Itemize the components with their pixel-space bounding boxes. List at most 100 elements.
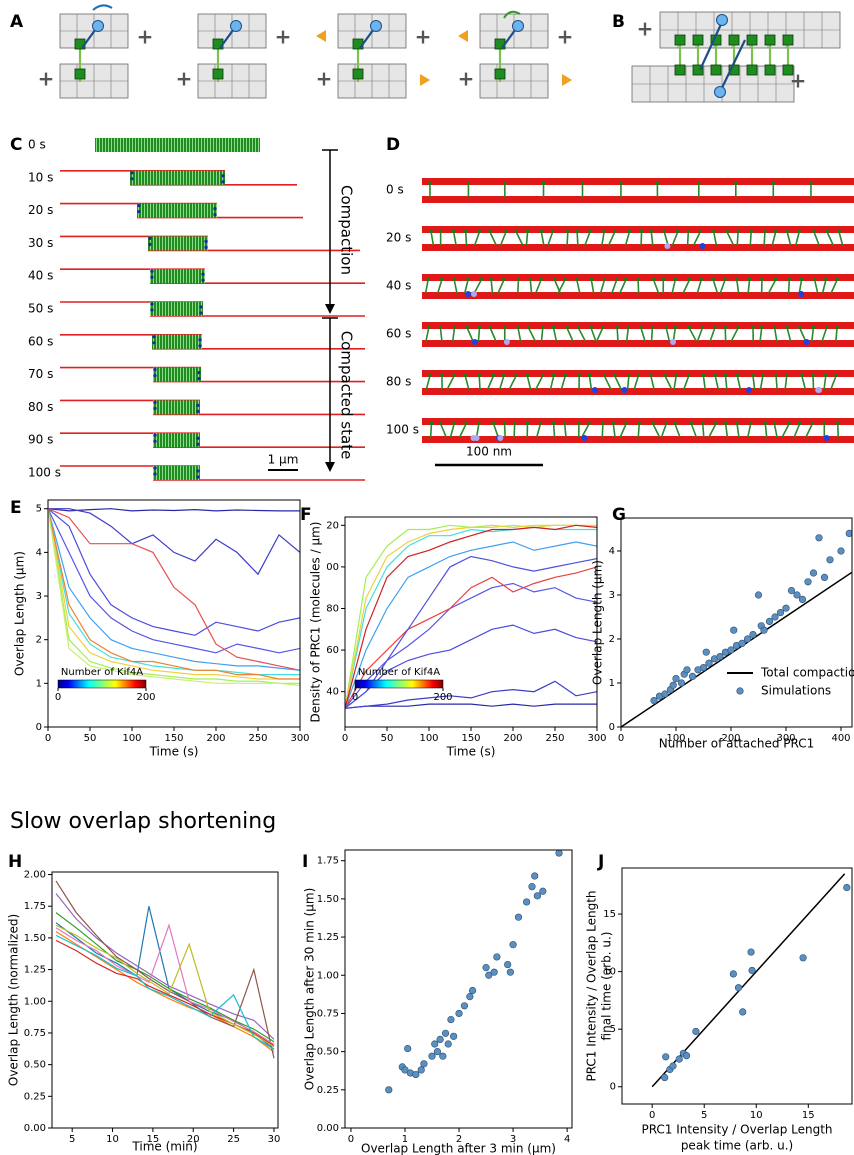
prc1 — [535, 375, 544, 390]
motor — [196, 436, 200, 440]
prc1-head — [697, 182, 701, 185]
kif4a — [699, 243, 706, 249]
kif4a — [670, 339, 677, 345]
microtubule — [422, 388, 854, 395]
motor — [153, 433, 157, 437]
prc1-head — [725, 230, 729, 233]
prc1-head — [751, 374, 755, 377]
data-point — [455, 1009, 463, 1018]
y-tick-label: 4 — [36, 547, 42, 558]
prc1 — [489, 327, 497, 342]
y-tick-label: 0.75 — [24, 1028, 46, 1039]
data-point — [522, 898, 531, 906]
panel-label: E — [10, 498, 22, 518]
prc1 — [474, 231, 481, 246]
motor — [204, 239, 208, 243]
data-point — [431, 1040, 439, 1048]
kif4a — [798, 291, 805, 297]
x-tick-label: 0 — [342, 733, 348, 744]
data-point — [804, 578, 812, 586]
prc1 — [437, 279, 443, 294]
prc1 — [712, 231, 718, 246]
prc1-head — [489, 278, 493, 281]
prc1-head — [800, 374, 804, 377]
x-axis-label: Number of attached PRC1 — [659, 737, 815, 751]
prc1-head — [713, 374, 717, 377]
prc1 — [487, 375, 495, 390]
prc1-head — [466, 278, 470, 281]
y-tick-label: 0.00 — [317, 1123, 339, 1134]
prc1-head — [761, 374, 765, 377]
kif4a — [664, 243, 671, 249]
prc1-head — [477, 374, 481, 377]
prc1-head — [576, 326, 580, 329]
prc1-head — [746, 34, 758, 46]
y-tick-label: 1.50 — [24, 933, 46, 944]
prc1 — [477, 327, 481, 342]
prc1 — [736, 423, 740, 438]
y-tick-label: 0.00 — [24, 1123, 46, 1134]
data-point — [385, 1086, 393, 1094]
prc1-head — [676, 230, 680, 233]
x-tick-label: 250 — [248, 733, 267, 744]
x-tick-label: 150 — [164, 733, 183, 744]
prc1-head — [488, 326, 492, 329]
prc1-head — [760, 278, 764, 281]
prc1-head — [700, 326, 704, 329]
prc1 — [499, 231, 507, 246]
prc1-head — [613, 374, 617, 377]
axes-frame — [620, 517, 853, 728]
prc1 — [799, 327, 807, 342]
prc1-head — [465, 326, 469, 329]
prc1 — [652, 279, 660, 294]
prc1-head — [602, 374, 606, 377]
prc1-head — [588, 230, 592, 233]
kif4a-head — [512, 20, 524, 32]
prc1 — [576, 231, 579, 246]
prc1 — [688, 327, 697, 342]
prc1-head — [525, 374, 529, 377]
prc1-head — [763, 230, 767, 233]
data-line — [48, 508, 300, 687]
data-point — [765, 617, 774, 626]
prc1 — [429, 423, 433, 438]
kif4a — [746, 387, 753, 393]
prc1 — [588, 375, 593, 390]
prc1-head — [787, 422, 791, 425]
prc1-head — [746, 64, 758, 76]
prc1 — [452, 231, 457, 246]
prc1 — [425, 375, 431, 390]
polarity-sign: + — [275, 25, 292, 49]
prc1 — [439, 327, 443, 342]
prc1 — [786, 327, 792, 342]
overlap — [137, 203, 217, 218]
prc1 — [601, 231, 605, 246]
motor — [150, 269, 154, 273]
panel-label: B — [612, 12, 625, 32]
y-tick-label: 0.25 — [317, 1085, 339, 1096]
y-tick-label: 1.75 — [24, 901, 46, 912]
data-point — [460, 1002, 469, 1010]
prc1-head — [542, 182, 546, 185]
motor — [148, 236, 152, 240]
data-point — [662, 1053, 670, 1061]
prc1 — [764, 423, 768, 438]
prc1-head — [627, 230, 631, 233]
prc1-head — [798, 326, 802, 329]
prc1 — [709, 327, 716, 342]
data-point — [675, 1055, 683, 1063]
data-point — [799, 954, 807, 962]
prc1-head — [809, 182, 813, 185]
data-line — [48, 508, 300, 654]
prc1-head — [650, 326, 654, 329]
prc1 — [708, 423, 717, 438]
microtubule — [422, 226, 854, 233]
motor — [196, 442, 200, 446]
y-tick-label: 0 — [36, 722, 42, 733]
prc1 — [830, 279, 838, 294]
prc1-head — [552, 422, 556, 425]
prc1 — [747, 423, 752, 438]
prc1 — [826, 231, 834, 246]
prc1 — [464, 231, 468, 246]
prc1-head — [701, 422, 705, 425]
